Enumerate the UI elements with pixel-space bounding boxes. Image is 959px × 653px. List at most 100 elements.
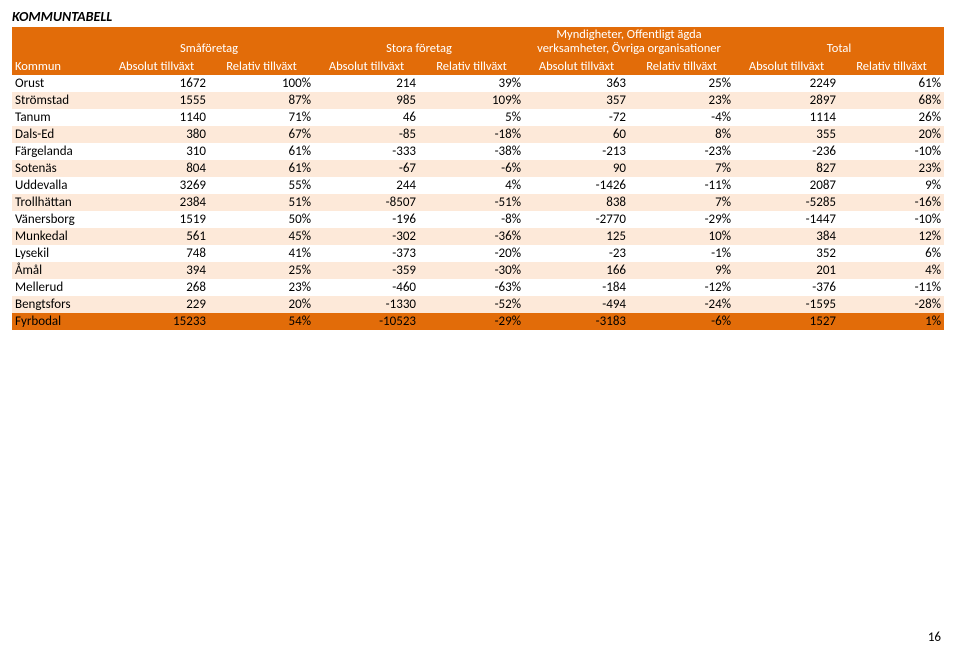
value-cell: 68% (839, 92, 944, 109)
value-cell: -6% (419, 160, 524, 177)
value-cell: 355 (734, 126, 839, 143)
total-value-cell: 54% (209, 313, 314, 330)
value-cell: -460 (314, 279, 419, 296)
value-cell: 985 (314, 92, 419, 109)
table-row: Munkedal56145%-302-36%12510%38412% (12, 228, 944, 245)
value-cell: -359 (314, 262, 419, 279)
column-header-cell: Absolut tillväxt (104, 58, 209, 75)
kommun-name-cell: Munkedal (12, 228, 104, 245)
value-cell: 39% (419, 75, 524, 92)
value-cell: 2897 (734, 92, 839, 109)
value-cell: 229 (104, 296, 209, 313)
table-row: Mellerud26823%-460-63%-184-12%-376-11% (12, 279, 944, 296)
kommun-name-cell: Bengtsfors (12, 296, 104, 313)
value-cell: 20% (209, 296, 314, 313)
value-cell: 10% (629, 228, 734, 245)
value-cell: -29% (629, 211, 734, 228)
value-cell: -196 (314, 211, 419, 228)
column-header-cell: Relativ tillväxt (629, 58, 734, 75)
value-cell: 394 (104, 262, 209, 279)
value-cell: 166 (524, 262, 629, 279)
table-row: Orust1672100%21439%36325%224961% (12, 75, 944, 92)
value-cell: 1519 (104, 211, 209, 228)
value-cell: 23% (629, 92, 734, 109)
value-cell: 1672 (104, 75, 209, 92)
value-cell: 60 (524, 126, 629, 143)
kommun-name-cell: Dals-Ed (12, 126, 104, 143)
value-cell: 12% (839, 228, 944, 245)
value-cell: -16% (839, 194, 944, 211)
value-cell: 9% (839, 177, 944, 194)
value-cell: 67% (209, 126, 314, 143)
value-cell: 55% (209, 177, 314, 194)
value-cell: 87% (209, 92, 314, 109)
value-cell: 4% (839, 262, 944, 279)
column-header-cell: Relativ tillväxt (839, 58, 944, 75)
kommun-name-cell: Mellerud (12, 279, 104, 296)
kommun-table: SmåföretagStora företagMyndigheter, Offe… (12, 27, 944, 330)
value-cell: 357 (524, 92, 629, 109)
value-cell: 6% (839, 245, 944, 262)
kommun-name-cell: Lysekil (12, 245, 104, 262)
value-cell: 125 (524, 228, 629, 245)
value-cell: -373 (314, 245, 419, 262)
value-cell: 51% (209, 194, 314, 211)
value-cell: 8% (629, 126, 734, 143)
value-cell: 363 (524, 75, 629, 92)
value-cell: -20% (419, 245, 524, 262)
value-cell: -30% (419, 262, 524, 279)
value-cell: -23 (524, 245, 629, 262)
value-cell: 561 (104, 228, 209, 245)
total-name-cell: Fyrbodal (12, 313, 104, 330)
value-cell: 41% (209, 245, 314, 262)
table-row: Strömstad155587%985109%35723%289768% (12, 92, 944, 109)
value-cell: -1447 (734, 211, 839, 228)
table-row: Färgelanda31061%-333-38%-213-23%-236-10% (12, 143, 944, 160)
value-cell: -85 (314, 126, 419, 143)
value-cell: -494 (524, 296, 629, 313)
value-cell: 4% (419, 177, 524, 194)
value-cell: 61% (209, 143, 314, 160)
value-cell: 268 (104, 279, 209, 296)
kommun-name-cell: Vänersborg (12, 211, 104, 228)
value-cell: 2249 (734, 75, 839, 92)
column-header-cell: Relativ tillväxt (209, 58, 314, 75)
value-cell: 2087 (734, 177, 839, 194)
value-cell: -376 (734, 279, 839, 296)
group-header-cell: Småföretag (104, 27, 314, 58)
value-cell: 61% (209, 160, 314, 177)
value-cell: -10% (839, 143, 944, 160)
table-row: Dals-Ed38067%-85-18%608%35520% (12, 126, 944, 143)
value-cell: 23% (209, 279, 314, 296)
value-cell: 384 (734, 228, 839, 245)
value-cell: 50% (209, 211, 314, 228)
value-cell: -67 (314, 160, 419, 177)
value-cell: 45% (209, 228, 314, 245)
value-cell: -23% (629, 143, 734, 160)
value-cell: 20% (839, 126, 944, 143)
value-cell: 100% (209, 75, 314, 92)
value-cell: 827 (734, 160, 839, 177)
table-row: Åmål39425%-359-30%1669%2014% (12, 262, 944, 279)
column-header-cell: Absolut tillväxt (314, 58, 419, 75)
value-cell: -1595 (734, 296, 839, 313)
kommun-name-cell: Orust (12, 75, 104, 92)
value-cell: -333 (314, 143, 419, 160)
value-cell: -1426 (524, 177, 629, 194)
value-cell: 214 (314, 75, 419, 92)
value-cell: 310 (104, 143, 209, 160)
total-value-cell: -6% (629, 313, 734, 330)
table-row: Tanum114071%465%-72-4%111426% (12, 109, 944, 126)
value-cell: 5% (419, 109, 524, 126)
table-row: Sotenäs80461%-67-6%907%82723% (12, 160, 944, 177)
total-value-cell: 1527 (734, 313, 839, 330)
kommun-name-cell: Tanum (12, 109, 104, 126)
value-cell: -236 (734, 143, 839, 160)
value-cell: -1% (629, 245, 734, 262)
value-cell: 3269 (104, 177, 209, 194)
table-row: Trollhättan238451%-8507-51%8387%-5285-16… (12, 194, 944, 211)
value-cell: -52% (419, 296, 524, 313)
total-value-cell: -3183 (524, 313, 629, 330)
value-cell: 25% (209, 262, 314, 279)
value-cell: 748 (104, 245, 209, 262)
